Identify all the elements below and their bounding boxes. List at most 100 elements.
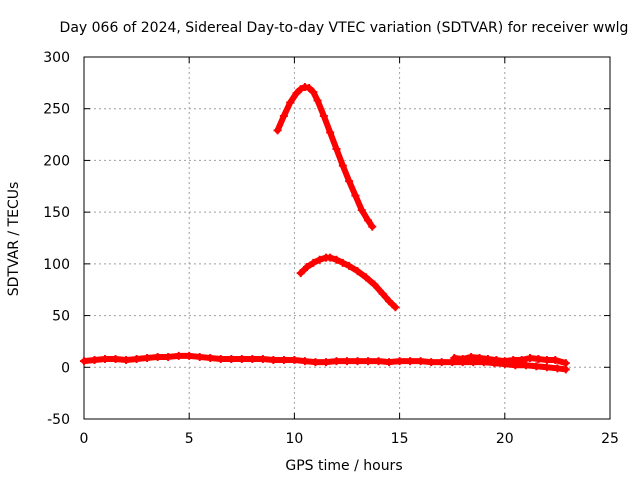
data-point	[492, 356, 501, 365]
data-point	[279, 356, 288, 365]
data-point	[153, 352, 162, 361]
axis-ticks: 0 5 10 15 20 25 -50 0 50 100 150 200 250 300	[43, 50, 619, 447]
data-point	[296, 269, 305, 278]
data-point	[332, 255, 341, 264]
data-point	[258, 355, 267, 364]
data-point	[195, 352, 204, 361]
y-tick-label: -50	[47, 412, 70, 428]
data-point	[90, 356, 99, 365]
data-point	[385, 297, 394, 306]
data-point	[292, 89, 301, 98]
data-point	[332, 145, 341, 154]
x-tick-label: 25	[601, 431, 619, 447]
x-axis-label: GPS time / hours	[285, 458, 402, 474]
data-point	[378, 289, 387, 298]
data-point	[143, 353, 152, 362]
data-point	[326, 128, 335, 137]
data-point	[483, 355, 492, 364]
data-point	[300, 357, 309, 366]
data-point	[437, 358, 446, 367]
data-point	[427, 358, 436, 367]
data-point	[132, 355, 141, 364]
series-line	[274, 83, 376, 230]
data-point	[101, 355, 110, 364]
data-point	[248, 355, 257, 364]
y-tick-label: 300	[43, 50, 70, 66]
data-point	[385, 358, 394, 367]
data-point	[305, 84, 314, 93]
x-tick-label: 10	[285, 431, 303, 447]
series-mid-arc	[296, 253, 400, 312]
y-tick-label: 250	[43, 102, 70, 118]
chart-title: Day 066 of 2024, Sidereal Day-to-day VTE…	[60, 20, 629, 36]
data-point	[338, 161, 347, 170]
data-point	[357, 206, 366, 215]
data-point	[313, 96, 322, 105]
x-tick-label: 5	[185, 431, 194, 447]
data-point	[338, 258, 347, 267]
data-point	[351, 191, 360, 200]
y-tick-label: 100	[43, 257, 70, 273]
data-point	[374, 357, 383, 366]
data-point	[406, 357, 415, 366]
data-point	[534, 355, 543, 364]
data-point	[321, 358, 330, 367]
data-point	[269, 356, 278, 365]
x-tick-label: 0	[80, 431, 89, 447]
series-high-arc	[273, 82, 377, 231]
data-point	[300, 82, 309, 91]
data-point	[111, 355, 120, 364]
data-point	[174, 351, 183, 360]
data-point	[345, 177, 354, 186]
data-point	[509, 356, 518, 365]
plot-frame	[83, 56, 611, 420]
data-point	[542, 363, 551, 372]
data-point	[467, 352, 476, 361]
data-point	[353, 267, 362, 276]
data-point	[553, 364, 562, 373]
data-point	[416, 357, 425, 366]
data-point	[343, 357, 351, 366]
y-tick-label: 0	[61, 360, 70, 376]
y-tick-label: 50	[52, 309, 70, 325]
data-point	[368, 222, 377, 231]
data-point	[273, 126, 282, 135]
data-point	[122, 356, 131, 365]
data-point	[561, 359, 570, 368]
data-point	[450, 353, 459, 362]
data-point	[206, 353, 215, 362]
data-point	[286, 98, 295, 107]
data-point	[319, 111, 328, 120]
data-points	[80, 82, 570, 374]
y-axis-label: SDTVAR / TECUs	[6, 182, 22, 297]
data-point	[526, 353, 535, 362]
data-point	[290, 356, 299, 365]
data-point	[370, 280, 379, 289]
data-point	[353, 357, 362, 366]
data-point	[345, 261, 354, 270]
data-point	[391, 303, 400, 312]
data-point	[551, 356, 560, 365]
data-point	[500, 357, 509, 366]
data-point	[227, 355, 236, 364]
data-point	[309, 88, 318, 97]
data-point	[332, 357, 341, 366]
y-tick-label: 150	[43, 205, 70, 221]
y-tick-label: 200	[43, 153, 70, 169]
data-point	[237, 355, 246, 364]
data-point	[542, 356, 551, 365]
data-point	[532, 362, 541, 371]
data-point	[475, 353, 484, 362]
data-point	[185, 351, 194, 360]
data-point	[364, 357, 373, 366]
data-point	[315, 255, 324, 264]
x-tick-label: 15	[391, 431, 409, 447]
data-point	[311, 358, 320, 367]
data-point	[521, 361, 530, 370]
series-upper-baseline-branch	[450, 352, 570, 368]
data-point	[361, 273, 370, 282]
data-point	[303, 262, 312, 271]
data-point	[279, 111, 288, 120]
data-point	[458, 355, 467, 364]
